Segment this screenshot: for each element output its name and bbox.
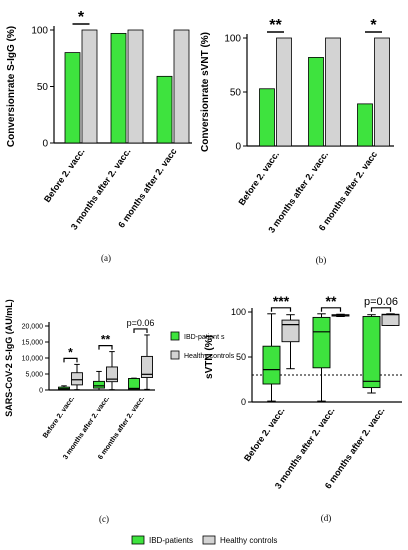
panel-d-y-tick-label: 100: [231, 307, 246, 317]
legend-label-healthy: Healthy controls: [220, 536, 277, 545]
panel-d-box: [312, 316, 331, 369]
panel-b-bar: [325, 37, 341, 147]
panel-c-y-tick-label: 10,000: [22, 355, 44, 362]
panel-d-box: [362, 316, 381, 389]
panel-c-box-plot: 0 5,000 10,000 15,000 20,000 SARS-CoV-2 S-IgG…: [4, 299, 235, 524]
panel-b-significance-label: **: [269, 17, 282, 34]
panel-b-y-tick-label: 50: [230, 88, 242, 99]
panel-a-category-label: Before 2. vacc.: [42, 146, 87, 204]
panel-d-y-axis-title: sVTN (%): [204, 335, 215, 379]
legend-label-ibd: IBD-patients: [149, 536, 193, 545]
panel-b-y-tick-label: 100: [224, 34, 241, 45]
panel-c-box: [128, 378, 140, 390]
panel-b-y-tick-label: 0: [235, 142, 241, 153]
panel-a-y-tick-label: 0: [42, 139, 48, 150]
panel-b-y-axis-title: Conversionrate sVNT (%): [200, 32, 211, 152]
panel-d-box: [281, 319, 300, 343]
panel-d-significance-bracket: [270, 307, 292, 312]
panel-c-significance-label: *: [68, 345, 73, 359]
panel-a-bar: [81, 29, 98, 144]
panel-c-y-tick-label: 5,000: [25, 371, 43, 378]
panel-d-y-tick-label: 0: [241, 397, 246, 407]
panel-d-category-label: Before 2. vacc.: [242, 405, 287, 463]
panel-d-category-label: 6 months after 2. vacc.: [323, 405, 387, 490]
panel-b-bar: [374, 37, 390, 147]
panel-c-significance-bracket: [63, 357, 78, 363]
panel-b-bar: [276, 37, 292, 147]
panel-c-y-tick-label: 0: [39, 387, 43, 394]
panel-c-legend-label: IBD-patient s: [184, 334, 225, 341]
panel-a-y-tick-label: 100: [31, 26, 48, 37]
panel-b-bar: [308, 57, 324, 147]
panel-b-bar: [259, 88, 275, 147]
panel-a-label: (a): [101, 253, 111, 263]
panel-a-y-tick-label: 50: [37, 82, 49, 93]
panel-d-y-tick-label: 50: [236, 352, 246, 362]
panel-c-box: [141, 355, 153, 378]
panel-c-y-tick-label: 15,000: [22, 339, 44, 346]
panel-c-box: [106, 366, 118, 383]
figure-legend: IBD-patients Healthy controls: [131, 535, 277, 545]
panel-a-bar: [110, 32, 127, 144]
panel-c-y-axis-title: SARS-CoV-2 S-IgG (AU/mL): [4, 299, 14, 417]
panel-b-category-label: 6 months after 2. vacc: [317, 149, 379, 232]
panel-c-significance-bracket: [98, 345, 113, 350]
panel-b-significance-label: *: [370, 17, 377, 34]
panel-d-significance-bracket: [370, 307, 392, 312]
legend-swatch-healthy: [202, 535, 216, 545]
panel-b-category-label: Before 2. vacc.: [236, 149, 281, 207]
panel-d-significance-bracket: [320, 307, 342, 312]
panel-c-box: [93, 380, 105, 389]
panel-d-label: (d): [321, 513, 332, 523]
panel-d-box: [262, 345, 281, 385]
panel-d-significance-label: p=0.06: [364, 296, 398, 308]
panel-a-y-axis-title: Conversionrate S-IgG (%): [6, 26, 17, 147]
panel-b-bar: [357, 103, 373, 147]
panel-a-significance-label: *: [78, 9, 85, 26]
panel-c-label: (c): [99, 514, 109, 524]
panel-a-bar: [156, 75, 173, 144]
panel-b-bar-chart: 0 50 100 Conversionrate sVNT (%) Before 2. v…: [200, 17, 394, 265]
panel-c-box: [71, 372, 83, 386]
panel-d-significance-label: ***: [273, 293, 290, 309]
panel-a-bar: [173, 29, 190, 144]
panel-c-significance-label: p=0.06: [127, 318, 155, 328]
panel-a-bar: [127, 29, 144, 144]
panel-c-significance-label: **: [101, 333, 111, 347]
panel-c-category-label: Before 2. vacc.: [42, 395, 76, 440]
panel-d-box: [381, 313, 400, 326]
panel-a-bar-chart: 0 50 100 Conversionrate S-IgG (%) Before 2. …: [6, 9, 192, 263]
panel-c-legend-label: Healthy controls: [184, 353, 235, 360]
panel-d-significance-label: **: [326, 293, 337, 309]
panel-c-legend-swatch: [170, 350, 180, 360]
panel-c-significance-bracket: [133, 328, 148, 333]
panel-b-label: (b): [316, 255, 327, 265]
panel-c-legend-swatch: [170, 331, 180, 341]
legend-swatch-ibd: [131, 535, 145, 545]
panel-a-bar: [64, 52, 81, 144]
panel-c-y-tick-label: 20,000: [22, 323, 44, 330]
